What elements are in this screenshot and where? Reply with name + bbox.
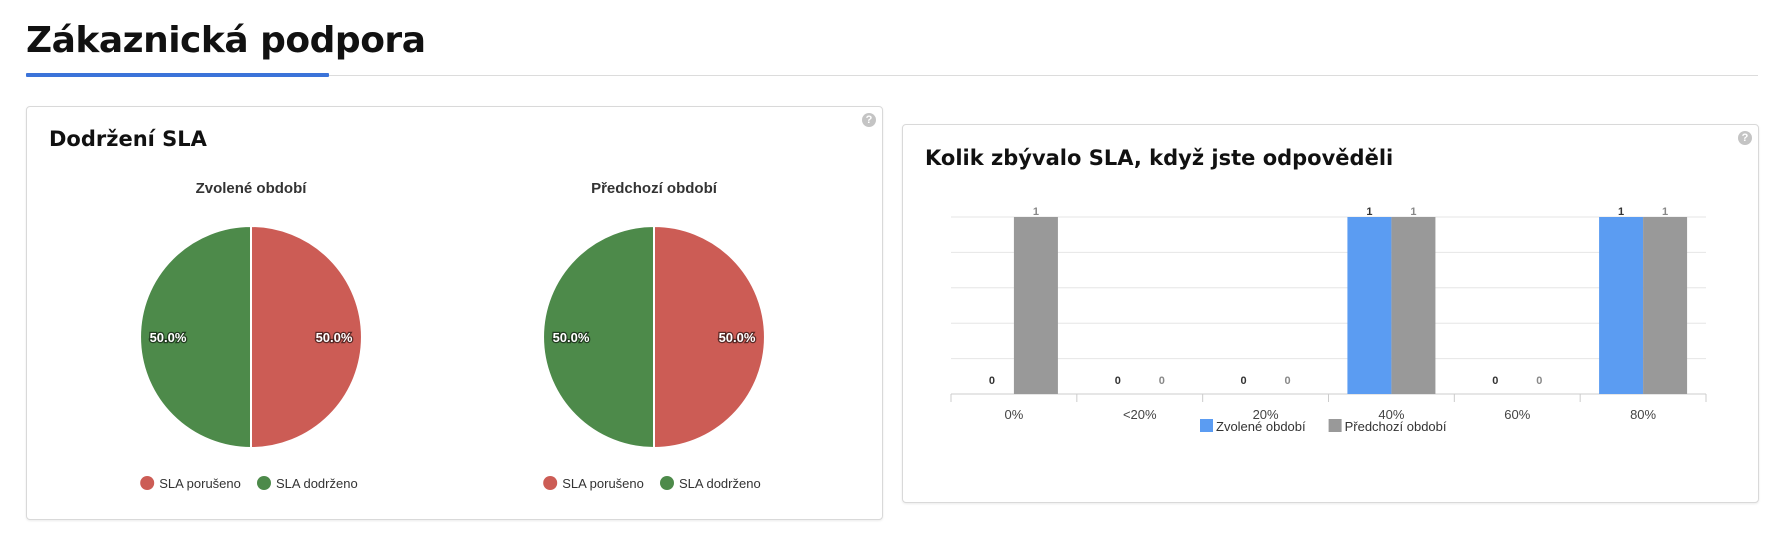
x-tick-label: 60% bbox=[1504, 407, 1530, 422]
pie-legend: SLA porušeno SLA dodrženo bbox=[543, 476, 761, 491]
pie-slice-sla-kept[interactable] bbox=[542, 224, 655, 450]
bar-current[interactable] bbox=[1347, 217, 1392, 394]
legend-item[interactable]: SLA porušeno bbox=[140, 476, 241, 491]
grid-lines bbox=[951, 216, 1706, 395]
bar-data-label: 1 bbox=[1618, 206, 1624, 218]
sla-remaining-card: Kolik zbývalo SLA, když jste odpověděli … bbox=[902, 124, 1759, 503]
sla-card: Dodržení SLA ? Zvolené období 50.0% 50.0% S… bbox=[26, 106, 883, 520]
bar-data-label: 1 bbox=[1410, 206, 1416, 218]
help-icon[interactable]: ? bbox=[1738, 131, 1752, 145]
x-tick-label: 40% bbox=[1378, 407, 1404, 422]
x-tick-label: 20% bbox=[1253, 407, 1279, 422]
sla-remaining-bar-chart: 010%0 0<20%0 020%1 140%0 060%1 180%Zvolené ob… bbox=[950, 206, 1707, 434]
bar-data-label: 0 bbox=[1492, 375, 1498, 387]
pie-slice-label: 50.0% bbox=[553, 330, 590, 345]
legend-item[interactable]: SLA dodrženo bbox=[660, 476, 761, 491]
bar-previous[interactable] bbox=[1391, 217, 1436, 394]
legend-swatch bbox=[140, 476, 155, 490]
bar-data-label: 0 bbox=[1115, 375, 1121, 387]
legend-swatch bbox=[257, 476, 271, 490]
bar-data-label: 0 bbox=[1285, 375, 1291, 387]
legend-item[interactable]: SLA dodrženo bbox=[257, 476, 358, 491]
bar-data-label: 1 bbox=[1366, 206, 1372, 218]
legend-label: Předchozí období bbox=[1345, 419, 1447, 434]
legend-item[interactable]: SLA porušeno bbox=[543, 476, 644, 491]
legend-swatch bbox=[660, 476, 674, 490]
x-tick-label: <20% bbox=[1123, 407, 1157, 422]
pie-slice-label: 50.0% bbox=[150, 330, 187, 345]
bar-previous[interactable] bbox=[1013, 217, 1058, 394]
bar-current[interactable] bbox=[1599, 217, 1644, 394]
pie-slice-label: 50.0% bbox=[316, 330, 353, 345]
legend-swatch bbox=[1200, 419, 1213, 432]
bar-data-label: 1 bbox=[1033, 206, 1039, 218]
bar-data-label: 0 bbox=[989, 375, 995, 387]
legend-swatch bbox=[1328, 419, 1342, 432]
legend-item[interactable]: Předchozí období bbox=[1328, 419, 1447, 434]
pie-slice-sla-violated[interactable] bbox=[250, 224, 363, 450]
legend-label: Zvolené období bbox=[1216, 419, 1306, 434]
legend-swatch bbox=[543, 476, 558, 490]
header-accent-bar bbox=[26, 73, 329, 77]
legend-label: SLA dodrženo bbox=[276, 476, 358, 491]
bar-data-label: 1 bbox=[1662, 206, 1668, 218]
bar-previous[interactable] bbox=[1643, 217, 1688, 394]
pie-slice-sla-violated[interactable] bbox=[653, 224, 766, 450]
legend-label: SLA porušeno bbox=[159, 476, 241, 491]
x-tick-label: 0% bbox=[1005, 407, 1024, 422]
pie-title: Zvolené období bbox=[196, 180, 308, 197]
pie-slice-label: 50.0% bbox=[719, 330, 756, 345]
bar-card-title: Kolik zbývalo SLA, když jste odpověděli bbox=[925, 146, 1394, 170]
bar-data-label: 0 bbox=[1241, 375, 1247, 387]
pie-slice-sla-kept[interactable] bbox=[139, 224, 252, 450]
bar-data-label: 0 bbox=[1536, 375, 1542, 387]
pie-title: Předchozí období bbox=[591, 180, 718, 197]
bar-group: 01 bbox=[989, 206, 1058, 394]
page-title: Zákaznická podpora bbox=[26, 20, 426, 61]
pie-legend: SLA porušeno SLA dodrženo bbox=[140, 476, 358, 491]
bar-legend: Zvolené období Předchozí období bbox=[1200, 419, 1447, 434]
help-icon[interactable]: ? bbox=[862, 113, 876, 127]
legend-label: SLA dodrženo bbox=[679, 476, 761, 491]
sla-card-title: Dodržení SLA bbox=[49, 127, 207, 151]
legend-item[interactable]: Zvolené období bbox=[1200, 419, 1306, 434]
x-tick-label: 80% bbox=[1630, 407, 1656, 422]
page-header: Zákaznická podpora bbox=[26, 18, 1758, 77]
legend-label: SLA porušeno bbox=[562, 476, 644, 491]
bar-data-label: 0 bbox=[1159, 375, 1165, 387]
header-divider bbox=[26, 75, 1758, 76]
